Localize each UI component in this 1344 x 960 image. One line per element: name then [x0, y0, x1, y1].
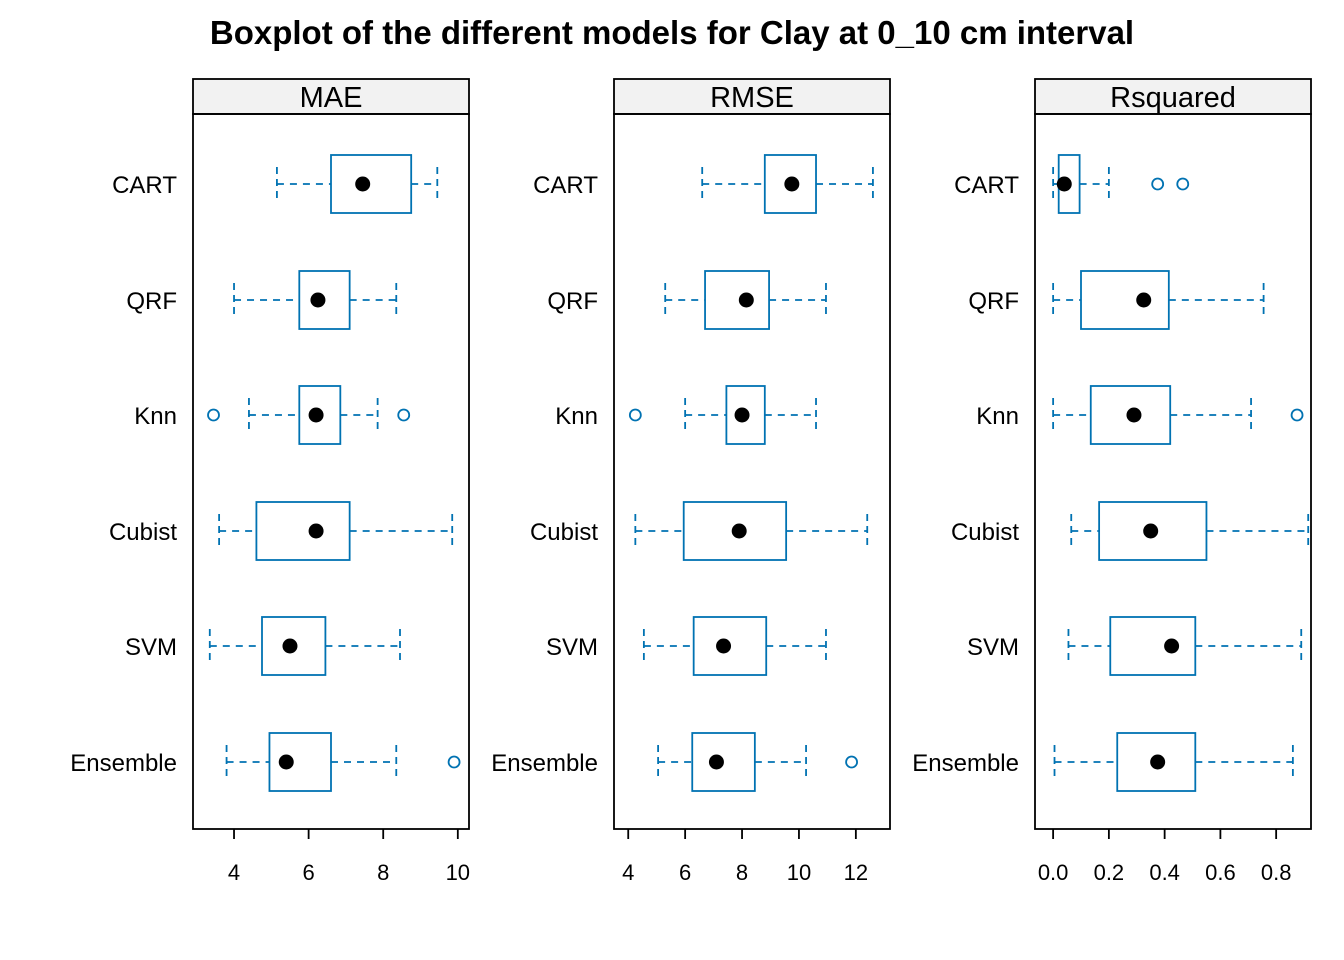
x-tick-label: 10	[446, 860, 470, 885]
box-qrf: QRF	[547, 270, 827, 330]
strip-header	[613, 78, 891, 115]
chart-title: Boxplot of the different models for Clay…	[210, 14, 1134, 51]
x-tick-label: 4	[622, 860, 634, 885]
median-dot	[308, 523, 324, 539]
box-cubist: Cubist	[109, 501, 454, 561]
category-label: QRF	[968, 288, 1019, 315]
median-dot	[282, 638, 298, 654]
median-dot	[355, 176, 371, 192]
x-tick-label: 6	[679, 860, 691, 885]
panel-rsquared: Rsquared 0.0 0.2 0.4 0.6 0.8 CART QRF Knn Cubist S…	[912, 78, 1312, 885]
iqr-box	[1080, 270, 1170, 330]
category-label: Cubist	[530, 519, 598, 546]
median-dot	[738, 292, 754, 308]
outlier-point	[207, 408, 220, 422]
median-dot	[708, 754, 724, 770]
median-dot	[1126, 407, 1142, 423]
panels-group: MAE 4 6 8 10 CART QRF Knn Cubist SVM Ensemble RMSE 4…	[70, 78, 1312, 885]
category-label: CART	[112, 172, 177, 199]
category-label: Cubist	[951, 519, 1019, 546]
category-label: Cubist	[109, 519, 177, 546]
panel-rmse: RMSE 4 6 8 10 12 CART QRF Knn Cubist SVM Ensemble	[491, 78, 891, 885]
category-label: Ensemble	[491, 750, 598, 777]
strip-label: RMSE	[710, 82, 794, 114]
x-tick-label: 0.6	[1205, 860, 1236, 885]
x-tick-label: 0.4	[1149, 860, 1180, 885]
median-dot	[1056, 176, 1072, 192]
median-dot	[734, 407, 750, 423]
category-label: Ensemble	[70, 750, 177, 777]
x-tick-label: 0.2	[1094, 860, 1125, 885]
category-label: SVM	[967, 634, 1019, 661]
outlier-point	[1176, 177, 1190, 191]
median-dot	[1164, 638, 1180, 654]
category-label: SVM	[125, 634, 177, 661]
median-dot	[731, 523, 747, 539]
iqr-box	[255, 501, 351, 561]
strip-header	[192, 78, 470, 115]
panel-mae: MAE 4 6 8 10 CART QRF Knn Cubist SVM Ensemble	[70, 78, 470, 885]
category-label: CART	[954, 172, 1019, 199]
category-label: SVM	[546, 634, 598, 661]
x-tick-label: 10	[787, 860, 811, 885]
box-svm: SVM	[125, 616, 401, 676]
x-tick-label: 4	[228, 860, 240, 885]
box-ensemble: Ensemble	[912, 732, 1294, 792]
strip-header	[1034, 78, 1312, 115]
box-ensemble: Ensemble	[70, 732, 461, 792]
box-cart: CART	[112, 154, 439, 214]
median-dot	[784, 176, 800, 192]
box-cubist: Cubist	[530, 501, 869, 561]
plot-frame	[192, 113, 470, 830]
box-cubist: Cubist	[951, 501, 1310, 561]
median-dot	[716, 638, 732, 654]
outlier-point	[628, 408, 642, 422]
category-label: Ensemble	[912, 750, 1019, 777]
x-tick-label: 8	[377, 860, 389, 885]
category-label: QRF	[126, 288, 177, 315]
box-cart: CART	[954, 154, 1190, 214]
x-tick-label: 0.8	[1261, 860, 1292, 885]
iqr-box	[691, 732, 756, 792]
outlier-point	[1290, 408, 1304, 422]
iqr-box	[1098, 501, 1208, 561]
iqr-box	[704, 270, 770, 330]
x-tick-label: 6	[302, 860, 314, 885]
median-dot	[278, 754, 294, 770]
outlier-point	[447, 755, 461, 769]
median-dot	[308, 407, 324, 423]
box-knn: Knn	[976, 385, 1304, 445]
median-dot	[1136, 292, 1152, 308]
box-ensemble: Ensemble	[491, 732, 858, 792]
iqr-box	[1109, 616, 1197, 676]
box-qrf: QRF	[968, 270, 1265, 330]
box-svm: SVM	[967, 616, 1303, 676]
outlier-point	[397, 408, 411, 422]
plot-frame	[613, 113, 891, 830]
box-knn: Knn	[134, 385, 411, 445]
box-svm: SVM	[546, 616, 827, 676]
strip-label: Rsquared	[1110, 82, 1236, 114]
category-label: CART	[533, 172, 598, 199]
x-tick-label: 8	[736, 860, 748, 885]
iqr-box	[330, 154, 413, 214]
category-label: Knn	[976, 403, 1019, 430]
median-dot	[310, 292, 326, 308]
category-label: Knn	[134, 403, 177, 430]
box-qrf: QRF	[126, 270, 398, 330]
median-dot	[1150, 754, 1166, 770]
category-label: QRF	[547, 288, 598, 315]
x-tick-label: 12	[844, 860, 868, 885]
outlier-point	[1151, 177, 1165, 191]
box-cart: CART	[533, 154, 874, 214]
box-knn: Knn	[555, 385, 817, 445]
x-tick-label: 0.0	[1038, 860, 1069, 885]
iqr-box	[268, 732, 332, 792]
category-label: Knn	[555, 403, 598, 430]
outlier-point	[845, 755, 858, 769]
plot-frame	[1034, 113, 1312, 830]
strip-label: MAE	[300, 82, 363, 114]
median-dot	[1143, 523, 1159, 539]
